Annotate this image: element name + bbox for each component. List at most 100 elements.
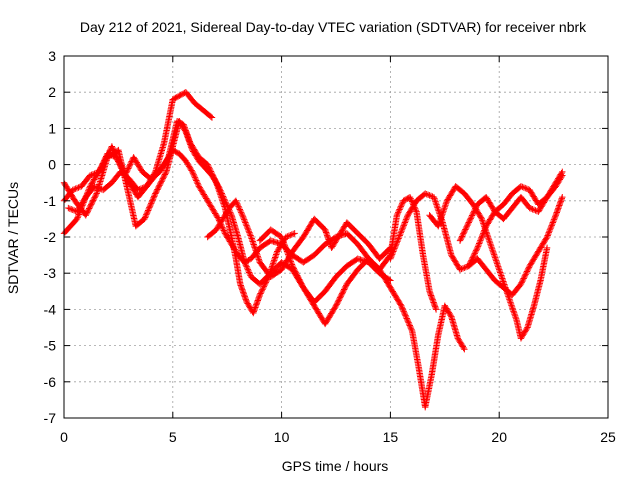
data-point [487, 241, 494, 248]
data-point [470, 208, 478, 215]
data-point [222, 199, 229, 206]
data-point [436, 219, 443, 227]
data-point [477, 235, 485, 243]
data-point [73, 215, 81, 223]
data-point [188, 144, 195, 151]
data-point [215, 183, 222, 190]
data-point [401, 309, 408, 317]
data-point [521, 272, 529, 279]
data-point [143, 211, 150, 218]
data-point [330, 241, 337, 249]
data-point [503, 287, 510, 294]
data-point [162, 169, 169, 177]
data-point [289, 262, 296, 270]
data-point [432, 306, 440, 313]
data-point [149, 197, 156, 204]
data-point [288, 261, 296, 268]
data-point [430, 300, 438, 308]
data-point [524, 266, 531, 274]
data-point [176, 119, 184, 126]
data-point [554, 207, 561, 215]
data-point [466, 259, 474, 267]
data-point [478, 233, 486, 240]
data-point [545, 229, 553, 236]
data-point [257, 288, 265, 296]
data-point [338, 290, 346, 297]
data-point [125, 163, 133, 171]
data-point [405, 319, 412, 326]
data-point [401, 219, 409, 226]
data-point [395, 207, 403, 215]
data-layer [60, 89, 566, 411]
data-point [499, 275, 506, 282]
data-point [208, 114, 216, 121]
data-point [287, 231, 294, 239]
data-point [259, 286, 266, 293]
data-point [395, 209, 402, 216]
data-point [552, 183, 559, 190]
data-point [517, 335, 525, 342]
data-point [209, 206, 216, 213]
data-point [521, 329, 528, 337]
data-point [297, 279, 304, 286]
data-point [499, 276, 506, 284]
data-point [523, 268, 531, 275]
data-point [556, 202, 563, 209]
data-point [471, 250, 478, 257]
data-point [212, 210, 219, 217]
data-point [496, 267, 503, 275]
data-point [462, 224, 470, 232]
data-point [543, 244, 551, 252]
data-point [429, 296, 436, 303]
y-tick-label: -5 [44, 338, 57, 354]
data-point [283, 248, 291, 255]
data-point [462, 226, 469, 233]
data-point [393, 241, 400, 248]
data-point [553, 181, 560, 189]
data-point [339, 289, 346, 296]
data-point [555, 205, 562, 212]
data-point [332, 237, 339, 245]
data-point [517, 280, 525, 288]
data-point [286, 254, 293, 261]
data-point [480, 230, 487, 237]
data-point [218, 190, 225, 197]
data-point [404, 316, 411, 324]
data-point [294, 273, 302, 281]
data-point [519, 276, 527, 284]
data-point [549, 220, 556, 228]
data-point [222, 231, 230, 238]
data-point [525, 265, 532, 272]
data-point [463, 223, 470, 230]
data-point [424, 191, 432, 198]
data-point [426, 192, 433, 199]
data-point [298, 281, 306, 289]
x-tick-label: 15 [383, 429, 399, 445]
data-point [271, 255, 278, 263]
data-point [290, 230, 297, 238]
data-point [242, 220, 250, 228]
data-point [548, 222, 555, 229]
data-point [435, 221, 442, 228]
data-point [190, 171, 197, 178]
data-point [249, 239, 257, 247]
data-point [145, 205, 152, 213]
data-point [219, 193, 227, 200]
data-point [497, 269, 504, 276]
data-point [195, 183, 203, 190]
data-point [429, 297, 437, 305]
data-point [188, 167, 195, 174]
data-point [186, 164, 194, 171]
data-point [244, 266, 252, 273]
data-point [408, 196, 415, 204]
data-point [178, 122, 185, 129]
data-point [481, 225, 489, 233]
data-point [447, 312, 454, 319]
data-point [259, 284, 267, 292]
data-point [256, 291, 264, 299]
data-point [237, 209, 245, 216]
data-point [557, 174, 564, 182]
data-point [146, 203, 154, 210]
data-point [72, 185, 79, 192]
data-point [186, 138, 193, 145]
